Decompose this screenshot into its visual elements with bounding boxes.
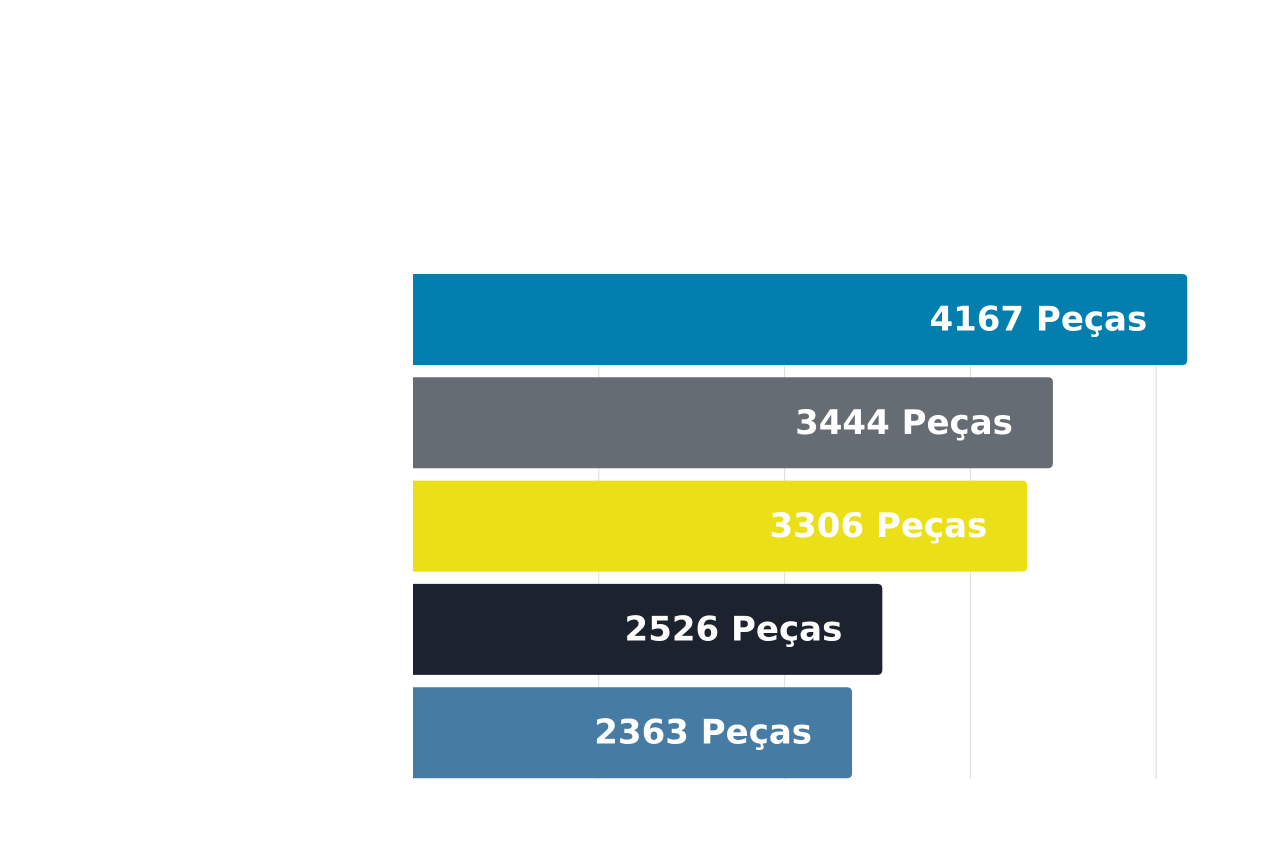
bar-value-label: 2363 Peças xyxy=(594,713,812,753)
bar xyxy=(413,274,1188,365)
bar xyxy=(413,583,883,675)
bar-labels: 4167 Peças 3444 Peças 3306 Peças 2526 Peças… xyxy=(594,300,1147,753)
bar xyxy=(413,687,853,779)
bar-value-label: 3444 Peças xyxy=(795,403,1013,443)
bar-value-label: 4167 Peças xyxy=(929,300,1147,340)
bars xyxy=(413,274,1188,779)
bar-value-label: 2526 Peças xyxy=(625,609,843,649)
bar xyxy=(413,377,1053,469)
bar xyxy=(413,480,1028,572)
bar-value-label: 3306 Peças xyxy=(769,506,987,546)
